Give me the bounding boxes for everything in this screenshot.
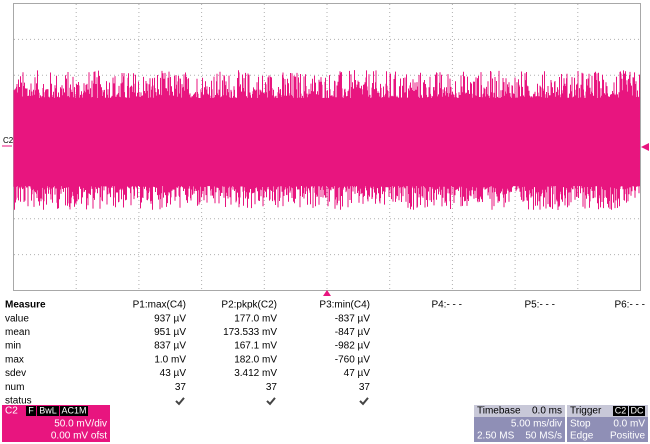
flag-box: [26, 406, 36, 416]
column-header: P2:pkpk(C2): [221, 300, 277, 311]
row-label: sdev: [5, 368, 26, 379]
timebase-title: Timebase: [477, 406, 521, 417]
cell: 37: [266, 382, 278, 393]
cell: 47 µV: [344, 368, 371, 379]
cell: 37: [175, 382, 187, 393]
row-label: mean: [5, 327, 30, 338]
trigger-level: 0.0 mV: [613, 419, 645, 430]
timebase-header: [474, 405, 565, 417]
cell: 43 µV: [160, 368, 187, 379]
trigger-slope: Positive: [610, 431, 645, 442]
column-header: P6:- - -: [614, 300, 645, 311]
cell: 173.533 mV: [223, 327, 277, 338]
trigger-title: Trigger: [570, 406, 602, 417]
trigger-info: C2 DC Stop 0.0 mV Edge Positive: [570, 405, 645, 441]
measure-table: Measure P1:max(C4) P2:pkpk(C2) P3:min(C4) P4…: [5, 300, 645, 407]
cell: 3.412 mV: [234, 368, 277, 379]
cell: 167.1 mV: [234, 341, 277, 352]
timebase-scale: 5.00 ms/div: [511, 419, 562, 430]
channel-offset: 0.00 mV ofst: [51, 431, 107, 442]
row-label: max: [5, 354, 24, 365]
cell: -982 µV: [335, 341, 371, 352]
trigger-source-box: [613, 406, 628, 416]
timebase-delay: 0.0 ms: [532, 406, 562, 417]
column-header: P5:- - -: [524, 300, 555, 311]
trigger-coupling: DC: [631, 405, 644, 415]
row-label: min: [5, 341, 21, 352]
trigger-type: Edge: [570, 431, 594, 442]
cell: 37: [359, 382, 371, 393]
cell: 177.0 mV: [234, 313, 277, 324]
flag-box: [60, 406, 88, 416]
column-header: P4:- - -: [431, 300, 462, 311]
trace-label: C2: [3, 136, 14, 145]
trigger-coupling-box: [629, 406, 645, 416]
cell: 951 µV: [154, 327, 186, 338]
status-check: [359, 397, 369, 406]
cell: -847 µV: [335, 327, 371, 338]
channel-info: C2 F BwL AC1M 50.0 mV/div 0.00 mV ofst: [5, 405, 107, 441]
channel-flags: F BwL AC1M: [26, 405, 88, 416]
cell: 837 µV: [154, 341, 186, 352]
flag: F: [28, 405, 34, 415]
flag: AC1M: [61, 405, 86, 415]
cell: 182.0 mV: [234, 354, 277, 365]
timebase-rate: 50 MS/s: [525, 431, 562, 442]
status-check: [266, 397, 276, 406]
status-check: [175, 397, 185, 406]
timebase-samples: 2.50 MS: [477, 431, 515, 442]
column-header: P3:min(C4): [319, 300, 370, 311]
column-header: P1:max(C4): [133, 300, 186, 311]
level-marker: [641, 143, 649, 151]
timebase-info: 5.00 ms/div 2.50 MS 50 MS/s: [477, 419, 562, 442]
cell: 1.0 mV: [154, 354, 186, 365]
trigger-marker: [323, 290, 331, 296]
channel-name: C2: [5, 406, 18, 417]
row-label: value: [5, 313, 29, 324]
trigger-source: C2: [615, 405, 627, 415]
cell: -760 µV: [335, 354, 371, 365]
cell: 937 µV: [154, 313, 186, 324]
cell: -837 µV: [335, 313, 371, 324]
trigger-mode: Stop: [570, 419, 591, 430]
flag: BwL: [39, 405, 57, 415]
row-label: num: [5, 382, 24, 393]
waveform: [13, 70, 640, 210]
table-title: Measure: [5, 300, 46, 311]
channel-scale: 50.0 mV/div: [54, 419, 107, 430]
flag-box: [37, 406, 59, 416]
row-label: status: [5, 396, 32, 407]
